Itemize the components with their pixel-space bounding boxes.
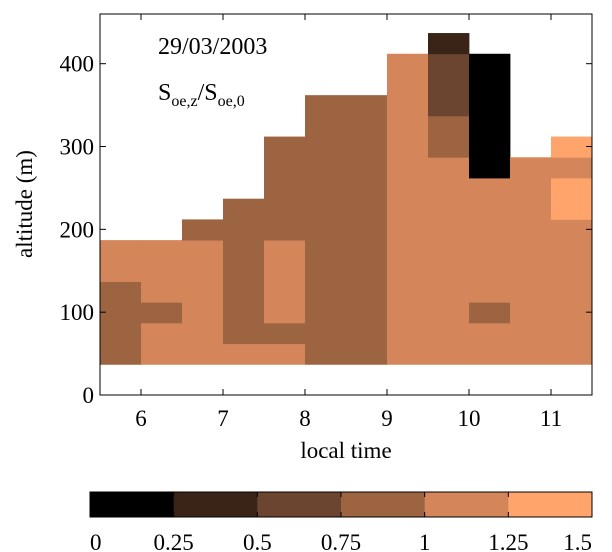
- heatmap-cell: [510, 157, 552, 365]
- heatmap-cell: [428, 53, 470, 117]
- colorbar-tick-label: 0: [90, 530, 102, 552]
- colorbar-ticks: 0 0.25 0.5 0.75 1 1.25 1.5: [89, 492, 593, 552]
- ratio-slash: /: [198, 80, 205, 106]
- x-axis-ticks: 6 7 8 9 10 11: [135, 14, 562, 431]
- y-tick-label: 100: [60, 300, 95, 325]
- colorbar-tick-label: 0.5: [243, 530, 272, 552]
- heatmap-cell: [264, 136, 306, 241]
- ratio-annotation: Soe,z/Soe,0: [158, 80, 245, 110]
- colorbar-swatch: [424, 492, 509, 517]
- colorbar-swatch: [257, 492, 342, 517]
- heatmap-cell: [469, 322, 511, 365]
- heatmap-cells: [100, 33, 593, 365]
- date-annotation: 29/03/2003: [158, 34, 267, 60]
- y-axis-ticks: 0 100 200 300 400: [60, 52, 592, 408]
- colorbar-tick-label: 1.5: [563, 530, 592, 552]
- colorbar-swatch: [341, 492, 426, 517]
- heatmap-cell: [387, 53, 429, 365]
- heatmap-cell: [100, 281, 142, 365]
- plot-frame: [99, 13, 593, 396]
- x-tick-label: 6: [135, 406, 147, 431]
- heatmap-cell: [469, 178, 511, 303]
- colorbar-tick-label: 0.25: [154, 530, 194, 552]
- heatmap-cell: [469, 53, 511, 179]
- x-tick-label: 7: [217, 406, 229, 431]
- heatmap-cell: [264, 322, 306, 345]
- colorbar-swatch: [508, 492, 593, 517]
- colorbar-swatch: [90, 492, 175, 517]
- heatmap-cell: [100, 240, 142, 282]
- heatmap-cell: [182, 240, 224, 365]
- x-tick-label: 8: [299, 406, 311, 431]
- heatmap-cell: [182, 219, 224, 241]
- colorbar-tick-label: 1.25: [488, 530, 528, 552]
- y-tick-label: 0: [83, 383, 95, 408]
- heatmap-cell: [264, 343, 306, 365]
- heatmap-cell: [346, 95, 388, 365]
- y-tick-label: 400: [60, 52, 95, 77]
- ratio-sub1: oe,z: [171, 93, 197, 110]
- ratio-sub2: oe,0: [218, 93, 245, 110]
- heatmap-cell: [551, 178, 593, 220]
- heatmap-cell: [223, 343, 265, 365]
- heatmap-cell: [469, 302, 511, 324]
- ratio-s1: S: [158, 80, 171, 106]
- heatmap-cell: [141, 302, 183, 324]
- colorbar-tick-label: 0.75: [321, 530, 361, 552]
- heatmap-cell: [141, 240, 183, 303]
- colorbar-swatch: [173, 492, 258, 517]
- y-tick-label: 200: [60, 217, 95, 242]
- heatmap-cell: [264, 240, 306, 324]
- x-axis-title: local time: [300, 438, 391, 463]
- heatmap-cell: [428, 157, 470, 365]
- heatmap-cell: [428, 115, 470, 158]
- heatmap-cell: [551, 219, 593, 365]
- heatmap-cell: [551, 157, 593, 179]
- y-axis-title: altitude (m): [12, 150, 37, 258]
- y-tick-label: 300: [60, 135, 95, 160]
- heatmap-cell: [428, 33, 470, 55]
- colorbar: [90, 492, 593, 517]
- colorbar-tick-label: 1: [419, 530, 431, 552]
- x-tick-label: 9: [381, 406, 393, 431]
- x-tick-label: 11: [540, 406, 562, 431]
- ratio-s2: S: [204, 80, 217, 106]
- heatmap-cell: [305, 95, 347, 365]
- x-tick-label: 10: [458, 406, 481, 431]
- heatmap-cell: [223, 198, 265, 345]
- heatmap-cell: [141, 322, 183, 365]
- heatmap-cell: [551, 136, 593, 158]
